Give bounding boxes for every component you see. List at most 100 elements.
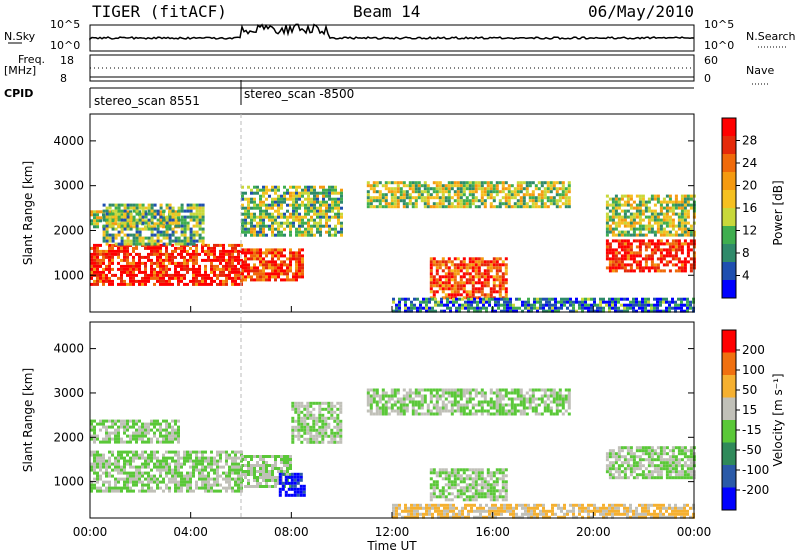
heatmap-cell (177, 224, 181, 228)
heatmap-cell (204, 282, 207, 286)
heatmap-cell (162, 213, 165, 217)
heatmap-cell (629, 303, 632, 307)
heatmap-cell (375, 205, 379, 209)
heatmap-cell (313, 209, 316, 213)
heatmap-cell (334, 212, 337, 216)
heatmap-cell (225, 264, 228, 268)
heatmap-cell (90, 425, 93, 429)
heatmap-cell (575, 300, 578, 304)
heatmap-cell (162, 489, 165, 493)
heatmap-cell (319, 212, 322, 216)
heatmap-cell (504, 199, 508, 203)
heatmap-cell (244, 215, 247, 219)
heatmap-cell (174, 261, 177, 265)
heatmap-cell (426, 184, 430, 188)
heatmap-cell (195, 282, 198, 286)
heatmap-cell (378, 400, 382, 404)
heatmap-cell (626, 221, 630, 225)
heatmap-cell (647, 227, 651, 231)
heatmap-cell (444, 284, 448, 288)
heatmap-cell (486, 260, 490, 264)
heatmap-cell (447, 199, 451, 203)
heatmap-cell (225, 249, 228, 253)
heatmap-cell (93, 213, 96, 217)
heatmap-cell (290, 478, 294, 482)
heatmap-cell (518, 297, 521, 301)
heatmap-cell (325, 209, 328, 213)
heatmap-cell (280, 230, 283, 234)
heatmap-cell (471, 281, 475, 285)
heatmap-cell (117, 242, 121, 246)
heatmap-cell (117, 276, 120, 280)
heatmap-cell (567, 190, 571, 194)
heatmap-cell (327, 422, 331, 426)
heatmap-cell (222, 264, 225, 268)
heatmap-cell (283, 278, 286, 282)
heatmap-cell (492, 275, 496, 279)
heatmap-cell (111, 212, 115, 216)
heatmap-cell (390, 406, 394, 410)
heatmap-cell (689, 263, 693, 267)
heatmap-cell (650, 209, 654, 213)
heatmap-cell (225, 282, 228, 286)
heatmap-cell (447, 278, 451, 282)
heatmap-cell (117, 431, 120, 435)
heatmap-cell (114, 486, 117, 490)
heatmap-cell (189, 233, 193, 237)
heatmap-cell (444, 190, 448, 194)
heatmap-cell (555, 397, 559, 401)
heatmap-cell (186, 267, 189, 271)
heatmap-cell (183, 236, 187, 240)
heatmap-cell (290, 484, 294, 488)
heatmap-cell (284, 493, 288, 497)
heatmap-cell (372, 184, 376, 188)
heatmap-cell (322, 188, 325, 192)
heatmap-cell (168, 221, 172, 225)
heatmap-cell (617, 239, 621, 243)
heatmap-cell (316, 230, 319, 234)
heatmap-cell (500, 297, 503, 301)
heatmap-cell (545, 303, 548, 307)
heatmap-cell (138, 230, 142, 234)
heatmap-cell (435, 406, 439, 410)
heatmap-cell (129, 270, 132, 274)
heatmap-cell (662, 257, 666, 261)
heatmap-cell (638, 260, 642, 264)
heatmap-cell (111, 425, 114, 429)
heatmap-cell (425, 300, 428, 304)
heatmap-cell (483, 397, 487, 401)
heatmap-cell (159, 459, 162, 463)
heatmap-cell (144, 215, 148, 219)
heatmap-cell (543, 394, 547, 398)
heatmap-cell (512, 303, 515, 307)
heatmap-cell (268, 188, 271, 192)
heatmap-cell (396, 190, 400, 194)
heatmap-cell (159, 471, 162, 475)
heatmap-cell (207, 243, 210, 247)
heatmap-cell (96, 422, 99, 426)
heatmap-cell (277, 224, 280, 228)
heatmap-cell (459, 269, 463, 273)
heatmap-cell (213, 264, 216, 268)
heatmap-cell (501, 403, 505, 407)
heatmap-cell (120, 486, 123, 490)
heatmap-cell (399, 190, 403, 194)
heatmap-cell (268, 455, 271, 458)
heatmap-cell (171, 477, 174, 481)
heatmap-cell (105, 209, 109, 213)
heatmap-cell (641, 309, 644, 313)
heatmap-cell (295, 191, 298, 195)
heatmap-cell (291, 440, 295, 444)
heatmap-cell (567, 397, 571, 401)
heatmap-cell (298, 248, 301, 252)
heatmap-cell (225, 474, 228, 478)
heatmap-cell (495, 397, 499, 401)
heatmap-cell (459, 278, 463, 282)
heatmap-cell (459, 489, 463, 493)
heatmap-cell (420, 406, 424, 410)
heatmap-cell (271, 464, 274, 467)
heatmap-cell (177, 261, 180, 265)
heatmap-cell (186, 239, 190, 243)
heatmap-cell (186, 227, 190, 231)
heatmap-cell (647, 303, 650, 307)
